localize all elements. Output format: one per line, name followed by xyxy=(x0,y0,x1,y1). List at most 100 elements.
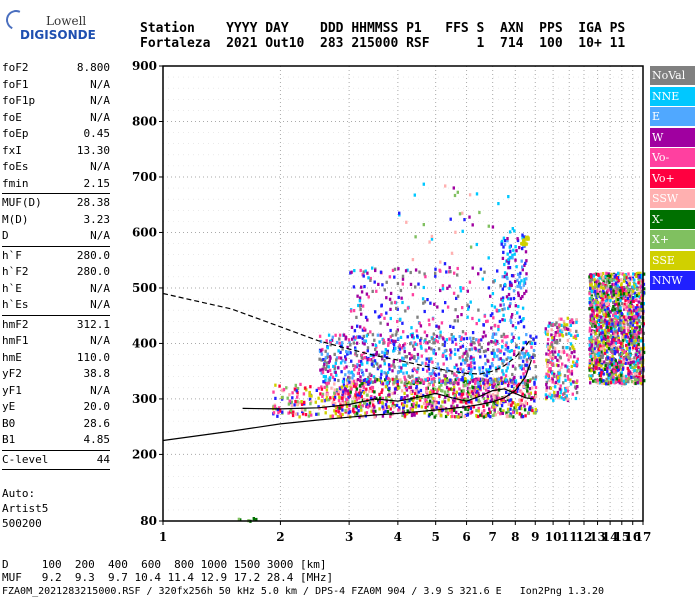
echo-point xyxy=(428,394,432,398)
echo-point xyxy=(281,410,284,414)
echo-point xyxy=(356,294,359,298)
echo-point xyxy=(526,382,529,386)
echo-point xyxy=(524,250,528,254)
echo-point xyxy=(419,388,423,393)
echo-point xyxy=(308,410,312,414)
echo-point xyxy=(502,245,505,249)
echo-point xyxy=(491,393,495,397)
logo-digisonde-text: DIGISONDE xyxy=(20,28,96,42)
echo-point xyxy=(601,331,604,335)
echo-point xyxy=(388,275,392,279)
echo-point xyxy=(506,356,510,360)
echo-point xyxy=(337,392,340,396)
echo-point xyxy=(597,328,601,332)
echo-point xyxy=(551,373,554,377)
echo-point xyxy=(511,256,514,260)
echo-point xyxy=(528,379,531,383)
x-tick-label: 3 xyxy=(345,530,353,544)
echo-point xyxy=(428,399,432,403)
echo-point xyxy=(453,380,456,385)
echo-point xyxy=(630,380,634,384)
echo-point xyxy=(564,389,567,393)
echo-point xyxy=(322,374,326,379)
auto-artist: Artist5 xyxy=(2,502,49,515)
echo-point xyxy=(428,359,431,363)
echo-point xyxy=(350,325,354,329)
echo-point xyxy=(427,357,431,361)
echo-point xyxy=(342,401,345,405)
echo-point xyxy=(381,283,384,287)
echo-point xyxy=(330,338,334,342)
echo-point xyxy=(486,412,490,416)
echo-point xyxy=(482,330,486,334)
echo-point xyxy=(601,353,604,357)
echo-point xyxy=(485,319,488,324)
echo-point xyxy=(399,317,402,321)
echo-point xyxy=(444,354,448,358)
echo-point xyxy=(547,337,550,342)
echo-point xyxy=(469,336,472,340)
echo-point xyxy=(598,281,601,286)
echo-point xyxy=(619,292,622,296)
echo-point xyxy=(419,378,423,382)
echo-point xyxy=(600,359,603,363)
echo-point xyxy=(484,400,487,404)
echo-point xyxy=(534,341,537,345)
echo-point xyxy=(350,387,353,391)
echo-point xyxy=(500,297,503,301)
echo-point xyxy=(467,305,470,309)
echo-point xyxy=(606,366,609,370)
echo-point xyxy=(505,413,509,417)
echo-point xyxy=(429,301,432,305)
param-value: 44 xyxy=(96,452,110,466)
echo-point xyxy=(481,410,484,414)
echo-point xyxy=(289,409,293,413)
echo-point xyxy=(628,342,631,346)
echo-point xyxy=(345,384,349,389)
echo-point xyxy=(390,339,393,343)
echo-point xyxy=(451,340,454,344)
echo-point xyxy=(588,292,591,296)
param-label: yF1 xyxy=(2,383,22,397)
legend-item: E xyxy=(650,107,695,126)
echo-point xyxy=(413,347,416,351)
echo-point xyxy=(492,340,495,344)
echo-point xyxy=(509,302,512,306)
echo-point xyxy=(532,353,535,357)
echo-point xyxy=(365,393,369,397)
echo-point xyxy=(602,372,605,376)
echo-point xyxy=(416,366,420,370)
echo-point xyxy=(521,359,525,363)
echo-point xyxy=(488,382,491,386)
echo-point xyxy=(507,195,510,199)
echo-point xyxy=(632,332,635,336)
echo-point xyxy=(428,346,431,350)
echo-point xyxy=(485,399,489,403)
echo-point xyxy=(546,332,549,337)
echo-point xyxy=(391,333,394,337)
echo-point xyxy=(530,355,533,360)
echo-point xyxy=(491,357,495,362)
echo-point xyxy=(601,329,604,333)
echo-point xyxy=(344,337,347,341)
echo-point xyxy=(501,308,504,312)
echo-point xyxy=(626,296,630,300)
echo-point xyxy=(481,366,485,370)
echo-point xyxy=(627,304,631,308)
echo-point xyxy=(329,343,332,347)
echo-point xyxy=(605,377,608,381)
echo-point xyxy=(431,401,434,405)
echo-point xyxy=(597,363,600,367)
echo-point xyxy=(590,358,594,362)
echo-point xyxy=(365,292,369,296)
echo-point xyxy=(614,289,618,293)
y-tick-label: 900 xyxy=(132,59,157,73)
echo-point xyxy=(529,334,532,338)
echo-point xyxy=(358,296,362,300)
echo-point xyxy=(326,365,329,369)
echo-point xyxy=(516,389,519,393)
echo-point xyxy=(548,392,552,396)
echo-point xyxy=(507,261,510,265)
echo-point xyxy=(459,345,462,349)
echo-point xyxy=(588,374,591,378)
